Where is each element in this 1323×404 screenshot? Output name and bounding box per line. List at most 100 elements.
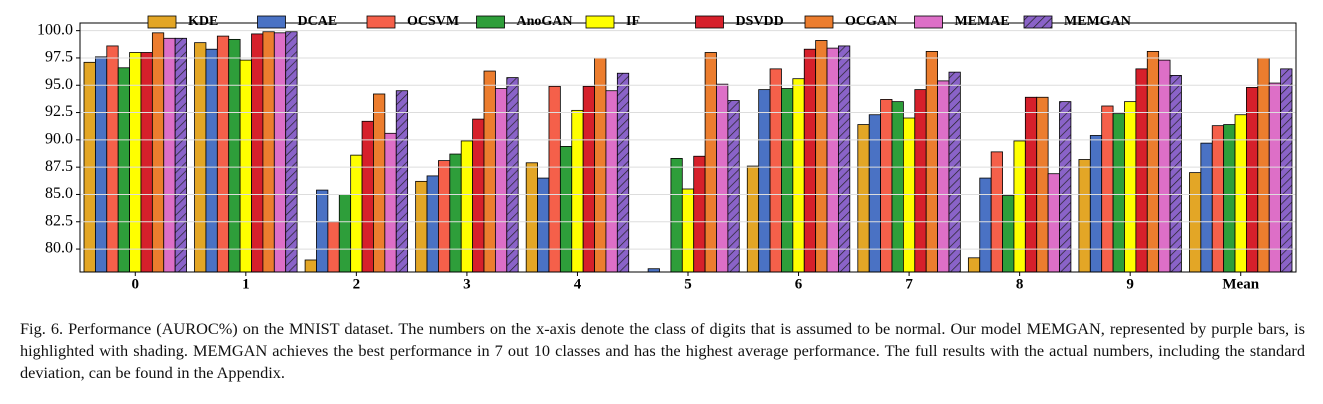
bar: [483, 70, 496, 272]
legend-swatch: [585, 15, 615, 29]
bar: [571, 109, 584, 272]
x-tick-label: 7: [905, 276, 913, 292]
bar: [205, 48, 218, 272]
bar: [525, 162, 538, 272]
bar: [880, 99, 893, 272]
bar: [868, 114, 882, 272]
bar: [163, 37, 176, 272]
bar: [506, 77, 519, 272]
bar: [316, 189, 329, 272]
bar: [1078, 159, 1091, 272]
bar: [395, 90, 409, 272]
bar: [350, 154, 363, 272]
bar: [681, 188, 695, 272]
x-tick-label: Mean: [1222, 276, 1259, 292]
bar: [1013, 140, 1026, 272]
legend-swatch: [1023, 15, 1053, 29]
y-tick-label: 90.0: [45, 131, 73, 148]
bar: [857, 124, 870, 272]
y-tick-label: 92.5: [45, 103, 73, 120]
bar: [647, 268, 660, 272]
legend-swatch: [804, 15, 834, 29]
bar: [746, 165, 760, 272]
bar: [781, 88, 794, 272]
x-tick-label: 3: [463, 276, 471, 292]
bar: [727, 100, 740, 272]
legend-label: OCGAN: [845, 14, 897, 29]
x-tick-label: 2: [353, 276, 361, 292]
legend-label: MEMGAN: [1064, 14, 1131, 29]
legend-swatch: [147, 15, 177, 29]
chart: 80.0 82.5 85.0 87.5 90.0 92.5 95.0 97.5 100.0 0 1 2…: [37, 14, 1297, 292]
bar: [449, 153, 462, 272]
bar: [1002, 195, 1015, 272]
bar: [1189, 172, 1202, 272]
bar: [438, 160, 451, 272]
bar: [460, 140, 474, 272]
bar: [582, 85, 595, 272]
bar: [106, 45, 119, 272]
bar: [338, 194, 352, 272]
y-tick-label: 87.5: [45, 158, 73, 175]
bar: [1280, 68, 1293, 272]
bar: [1059, 101, 1072, 272]
x-tick-label: 6: [795, 276, 803, 292]
bar: [117, 67, 130, 272]
bar: [239, 59, 252, 272]
bar: [1223, 124, 1236, 272]
bar: [990, 151, 1003, 272]
bar: [304, 259, 317, 272]
bar: [1036, 96, 1049, 272]
bar: [285, 31, 298, 272]
bar: [559, 146, 573, 272]
bar: [327, 221, 340, 272]
bar: [792, 78, 805, 272]
figure-caption: Fig. 6. Performance (AUROC%) on the MNIS…: [20, 319, 1305, 382]
plot-frame: [79, 22, 1297, 273]
bar: [925, 50, 938, 272]
bar: [616, 72, 630, 272]
bar: [1257, 57, 1270, 272]
bar: [1158, 59, 1171, 272]
bar: [216, 35, 230, 272]
y-tick-label: 97.5: [45, 49, 73, 66]
bar: [1234, 114, 1247, 272]
bar: [1101, 105, 1114, 272]
y-tick-label: 80.0: [45, 240, 73, 257]
bar: [693, 155, 706, 272]
bar: [273, 32, 287, 272]
bar: [594, 57, 607, 272]
bar: [426, 175, 439, 272]
bar: [815, 40, 828, 272]
bar: [605, 90, 618, 272]
bar: [1024, 96, 1038, 272]
bar: [548, 85, 561, 272]
bar: [174, 37, 187, 272]
bar: [373, 93, 386, 272]
bar: [494, 88, 508, 272]
bar: [937, 80, 950, 272]
y-tick-label: 95.0: [45, 76, 73, 93]
x-tick-label: 8: [1016, 276, 1024, 292]
x-tick-label: 0: [132, 276, 140, 292]
bar: [194, 42, 207, 272]
bar: [1089, 135, 1103, 272]
legend-label: OCSVM: [407, 14, 459, 29]
bar: [1268, 82, 1282, 272]
x-tick-label: 1: [242, 276, 250, 292]
legend-swatch: [914, 15, 943, 29]
bar: [758, 89, 771, 272]
bar: [803, 48, 817, 272]
bar: [1047, 173, 1060, 272]
bar: [228, 38, 241, 272]
bar: [1112, 113, 1125, 272]
bar: [769, 68, 782, 272]
legend-label: KDE: [188, 14, 218, 29]
bar: [967, 257, 981, 272]
legend-label: IF: [626, 14, 640, 29]
bar: [826, 47, 839, 272]
bar: [262, 31, 275, 272]
legend-swatch: [366, 15, 396, 29]
y-tick-label: 85.0: [45, 185, 73, 202]
bar: [537, 177, 550, 272]
